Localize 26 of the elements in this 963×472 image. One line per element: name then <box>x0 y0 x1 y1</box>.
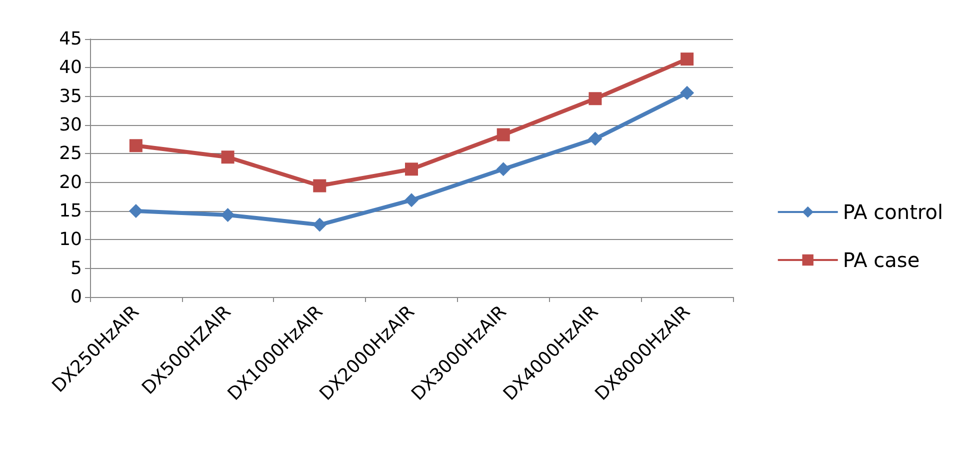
point <box>680 86 694 100</box>
y-tick-label: 25 <box>59 143 82 164</box>
point <box>405 162 418 176</box>
y-tick-label: 35 <box>59 86 82 107</box>
point <box>312 218 327 232</box>
point <box>129 139 142 152</box>
y-tick-label: 15 <box>59 200 82 222</box>
y-tick-label: 0 <box>70 286 82 308</box>
point <box>588 92 602 106</box>
point <box>496 162 510 176</box>
y-tick-label: 40 <box>59 57 82 78</box>
legend-label: PA control <box>842 200 944 224</box>
y-tick-label: 10 <box>59 229 82 250</box>
y-tick-label: 30 <box>59 114 82 136</box>
point <box>680 52 694 66</box>
point <box>496 128 510 142</box>
point <box>128 204 143 218</box>
legend-label: PA case <box>842 248 920 272</box>
point <box>221 150 234 164</box>
point <box>588 132 602 146</box>
point <box>313 179 326 192</box>
y-tick-label: 20 <box>59 172 82 193</box>
point <box>220 208 235 222</box>
y-tick-label: 45 <box>59 28 82 50</box>
y-tick-label: 5 <box>70 258 82 279</box>
point <box>404 193 418 208</box>
